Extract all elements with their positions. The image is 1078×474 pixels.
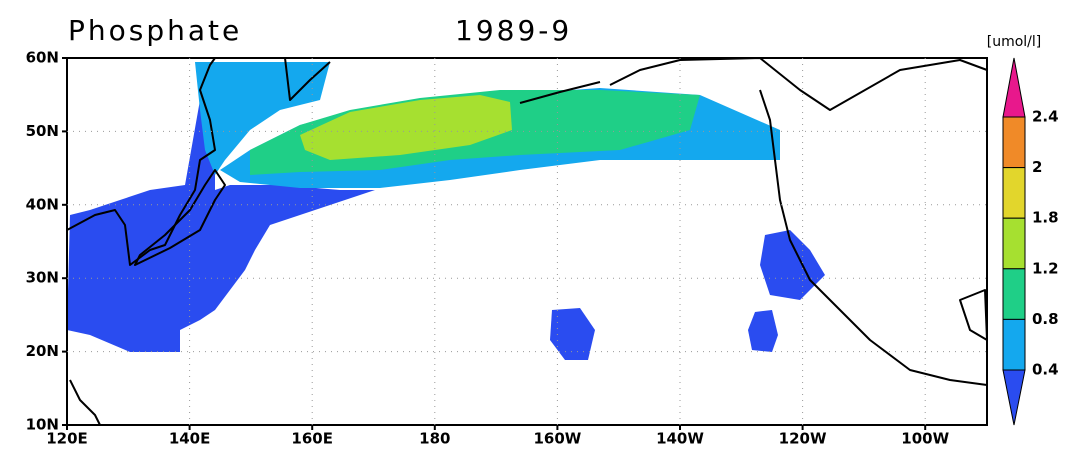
lon-label: 120W <box>779 430 827 448</box>
coastline <box>66 57 216 266</box>
coastline <box>959 289 988 341</box>
colorbar-label: 2.4 <box>1032 108 1059 126</box>
lat-label: 50N <box>26 122 59 140</box>
field-region <box>67 100 375 352</box>
lon-label: 160W <box>533 430 581 448</box>
lat-label: 40N <box>26 195 59 213</box>
title: Phosphate <box>68 14 242 47</box>
lon-label: 100W <box>901 430 949 448</box>
colorbar-label: 1.2 <box>1032 259 1059 277</box>
colorbar-label: 1.8 <box>1032 209 1059 227</box>
lon-label: 160E <box>291 430 333 448</box>
colorbar-segment <box>1002 217 1026 270</box>
map-frame <box>66 57 988 426</box>
coastline <box>284 57 331 101</box>
lon-label: 180 <box>419 430 450 448</box>
field-region <box>550 308 595 360</box>
lat-label: 60N <box>26 49 59 67</box>
period: 1989-9 <box>455 14 572 47</box>
colorbar-label: 0.4 <box>1032 361 1059 379</box>
field-region <box>195 62 330 175</box>
coastline <box>759 89 988 386</box>
field <box>67 62 825 360</box>
colorbar-segment <box>1002 268 1026 320</box>
colorbar-cap <box>1002 57 1026 118</box>
lat-label: 10N <box>26 416 59 434</box>
coastline <box>609 57 988 111</box>
field-region <box>748 310 778 352</box>
lat-label: 30N <box>26 269 59 287</box>
units: [umol/l] <box>987 34 1042 50</box>
coastline <box>134 169 226 266</box>
colorbar-segment <box>1002 318 1026 371</box>
colorbar-cap <box>1002 369 1026 426</box>
coastline <box>519 81 601 104</box>
colorbar-segment <box>1002 116 1026 169</box>
colorbar-label: 0.8 <box>1032 310 1059 328</box>
colorbar-label: 2 <box>1032 158 1042 176</box>
lon-label: 120E <box>46 430 88 448</box>
coastline <box>69 379 101 426</box>
lon-label: 140E <box>169 430 211 448</box>
field-region <box>760 230 825 300</box>
colorbar-segment <box>1002 167 1026 219</box>
lat-label: 20N <box>26 342 59 360</box>
field-region <box>300 95 512 160</box>
lon-label: 140W <box>656 430 704 448</box>
